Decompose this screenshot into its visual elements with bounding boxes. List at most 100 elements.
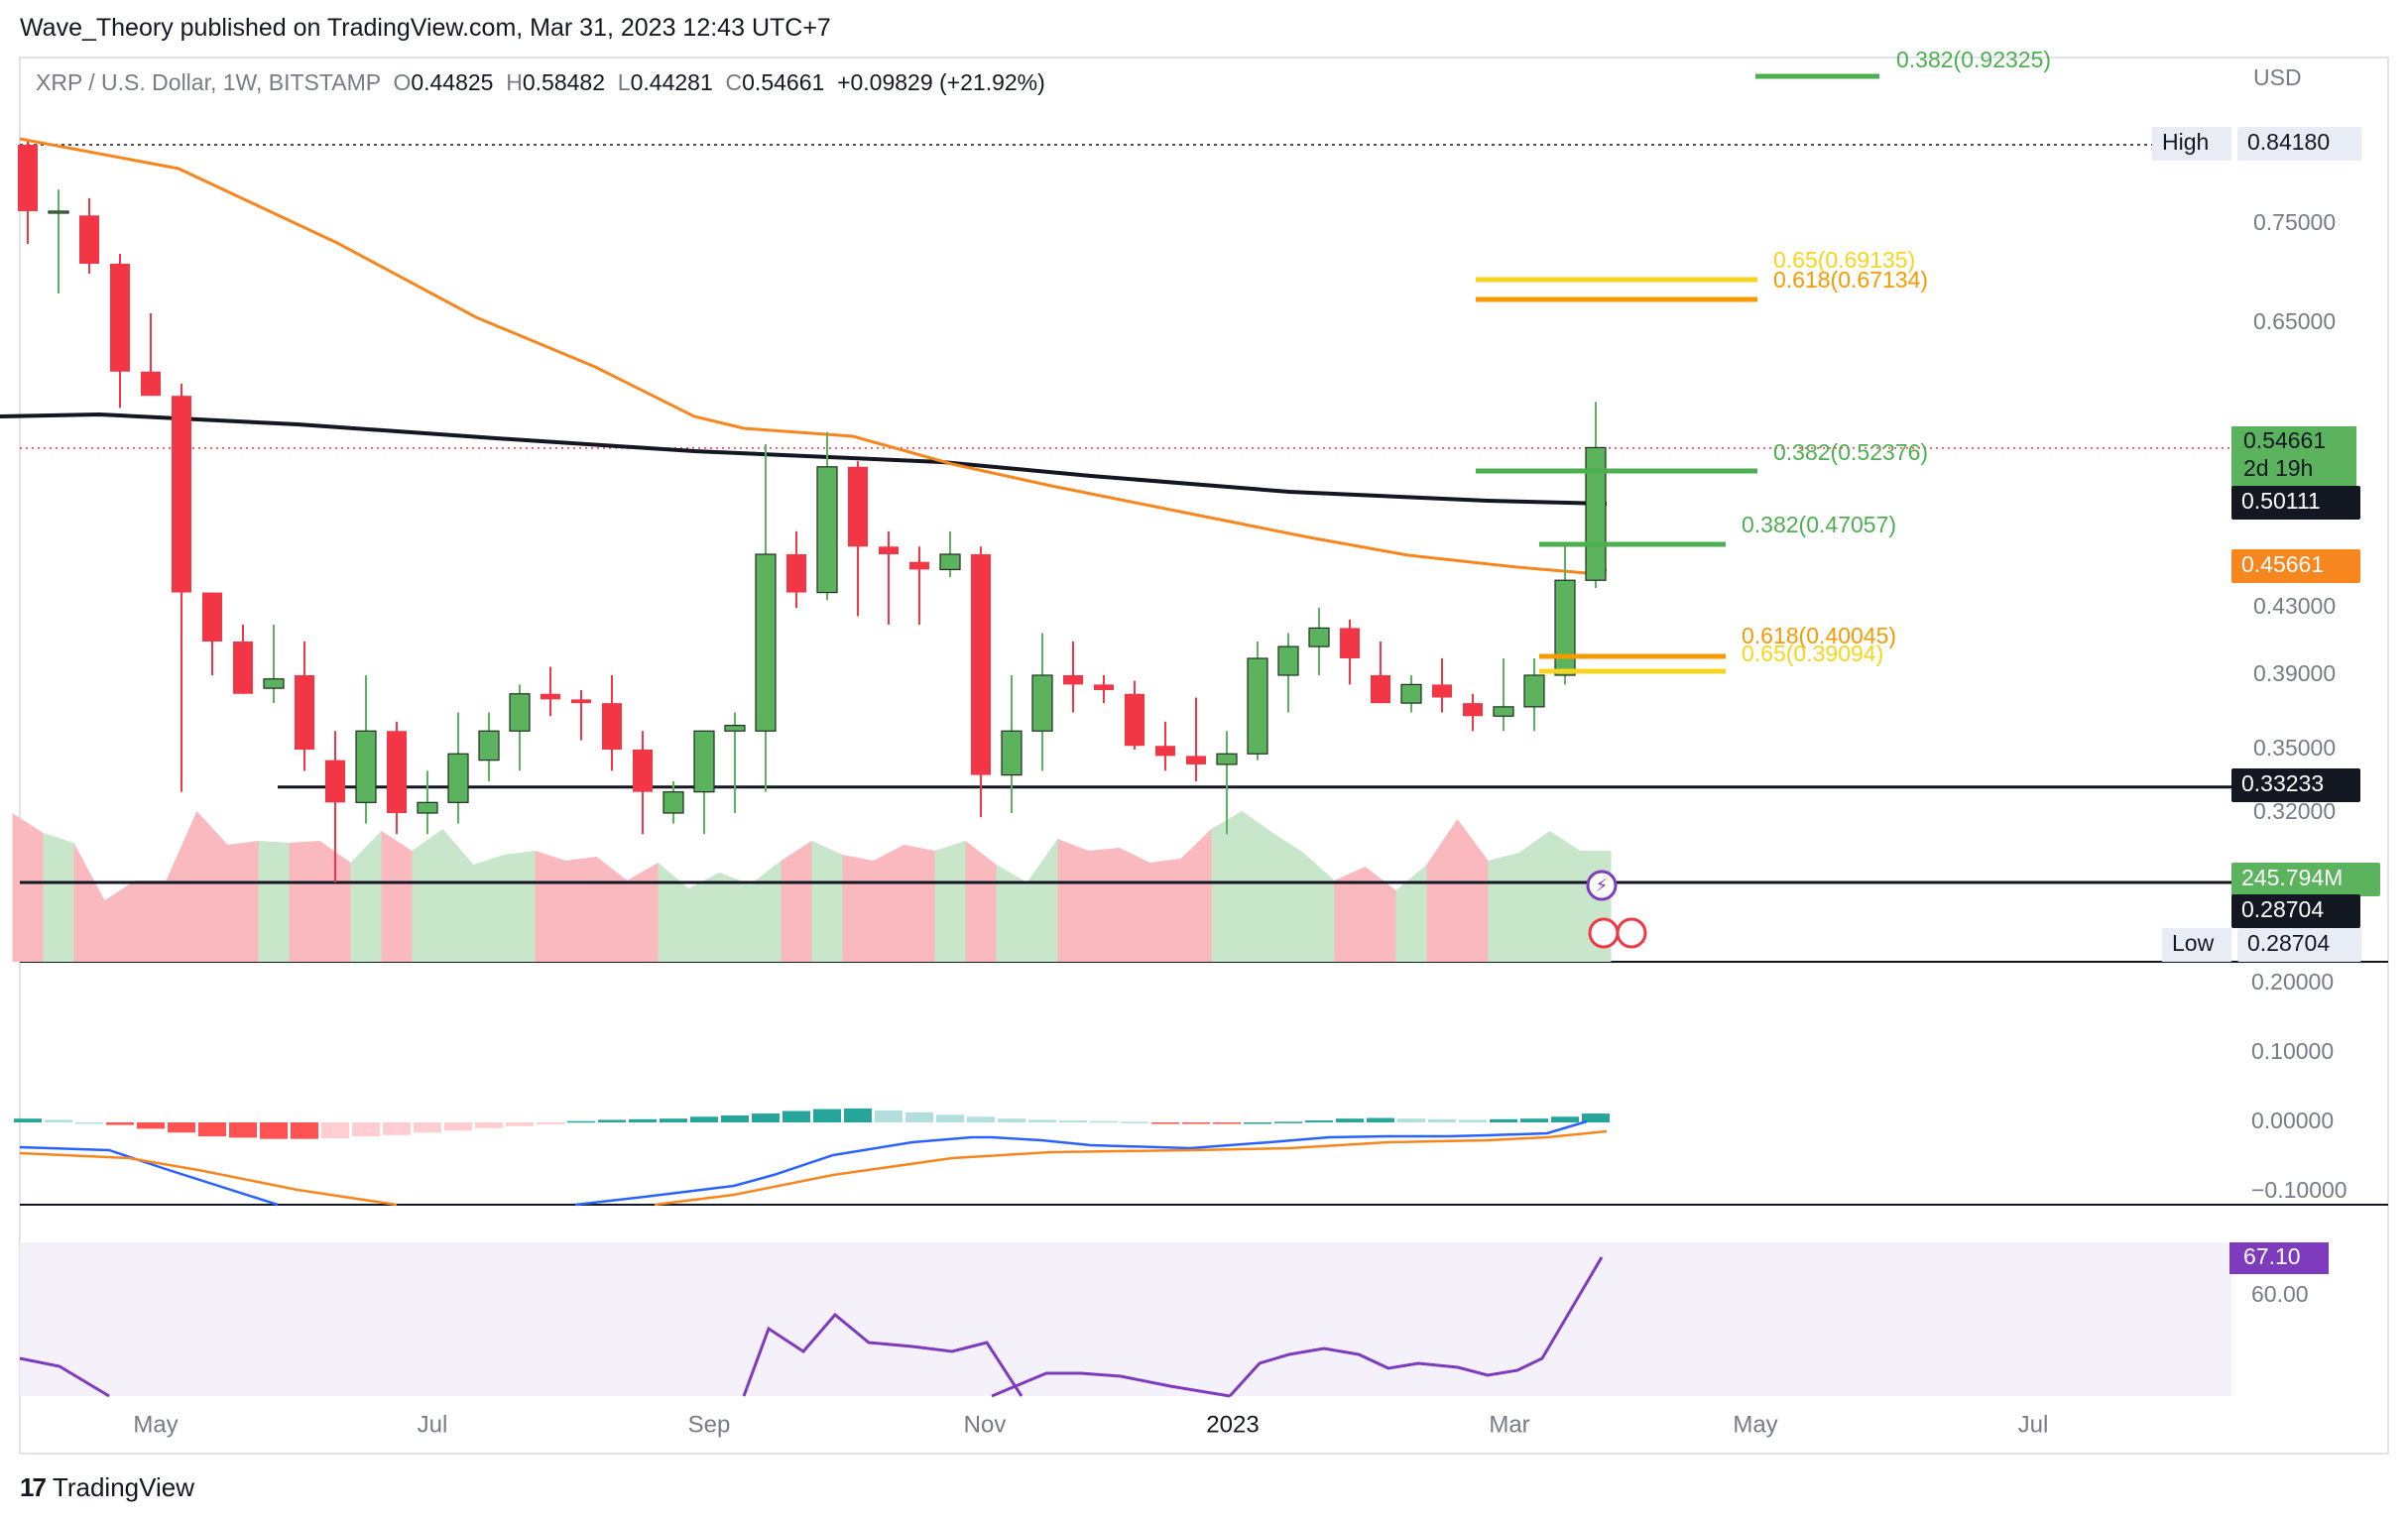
price-axis-tick: 0.35000 (2253, 735, 2336, 760)
volume-area (1149, 859, 1181, 962)
candle-body (1432, 684, 1452, 698)
volume-area (903, 845, 935, 962)
candle-body (662, 791, 684, 814)
chart-frame (19, 57, 2389, 1455)
macd-histogram-bar (506, 1122, 534, 1126)
macd-histogram-bar (567, 1120, 595, 1123)
close-value: 0.54661 (742, 69, 825, 95)
candle-body (1277, 645, 1299, 676)
lightning-icon (1586, 870, 1618, 901)
volume-area (1088, 848, 1120, 962)
candle-body (724, 725, 746, 732)
candle-body (1216, 753, 1238, 765)
volume-area (135, 880, 167, 962)
macd-histogram-bar (752, 1113, 780, 1122)
fib-level-label: 0.382(0.47057) (1742, 512, 1896, 537)
time-axis-label: Sep (688, 1411, 731, 1438)
candle-body (1001, 730, 1023, 776)
candle-body (1493, 706, 1514, 717)
time-axis-label: Mar (1489, 1411, 1529, 1438)
macd-histogram-bar (106, 1122, 134, 1125)
volume-area (258, 841, 290, 962)
volume-area (781, 841, 812, 962)
open-value: 0.44825 (411, 69, 494, 95)
candle-body (633, 750, 653, 792)
last-price-tag-bg (2231, 426, 2356, 488)
macd-line (574, 1119, 1588, 1207)
candle-body (110, 264, 130, 372)
time-axis-label: Jul (2018, 1411, 2049, 1438)
volume-area (1365, 867, 1396, 962)
fib-level-label: 0.618(0.67134) (1773, 267, 1928, 292)
macd-histogram-bar (1336, 1118, 1364, 1122)
fib-level-label: 0.65(0.39094) (1742, 641, 1883, 666)
sma-value-tag: 0.50111 (2241, 488, 2321, 514)
high-value: 0.58482 (522, 69, 606, 95)
candle-body (387, 731, 407, 813)
time-axis-label: Nov (964, 1411, 1007, 1438)
candle-body (1094, 684, 1114, 690)
rsi-band (20, 1242, 2231, 1396)
volume-area (1026, 839, 1058, 962)
volume-area (565, 857, 597, 962)
volume-area (535, 851, 566, 962)
macd-histogram-bar (137, 1122, 165, 1129)
candle-body (1031, 674, 1053, 732)
fib-level-label: 0.618(0.40045) (1742, 623, 1896, 648)
volume-area (442, 829, 474, 962)
candle-body (1463, 703, 1483, 717)
fib-level-label: 0.65(0.69135) (1773, 247, 1915, 273)
macd-histogram-bar (783, 1111, 810, 1122)
macd-histogram-bar (1213, 1122, 1241, 1124)
candle-body (1523, 674, 1545, 708)
fib-level-label: 0.382(0.52376) (1773, 439, 1928, 465)
volume-area (1057, 839, 1089, 962)
rsi-line (19, 1356, 110, 1398)
macd-histogram-bar (1305, 1120, 1333, 1122)
sma-line (0, 411, 1608, 506)
volume-area (166, 811, 197, 962)
volume-area (12, 813, 44, 962)
low-value-tag-bg (2237, 928, 2361, 962)
candle-body (786, 554, 806, 593)
macd-histogram-bar (1367, 1117, 1394, 1122)
macd-axis-tick: 0.00000 (2251, 1108, 2334, 1133)
volume-area (719, 873, 751, 962)
volume-area (196, 811, 228, 962)
publish-caption: Wave_Theory published on TradingView.com… (20, 14, 831, 42)
rsi-line (991, 1371, 1231, 1398)
rsi-line (1228, 1256, 1604, 1398)
macd-histogram-bar (1090, 1120, 1118, 1123)
candle-body (1308, 627, 1330, 647)
candle-body (1400, 683, 1422, 704)
ema-line (19, 137, 1608, 575)
candle-body (1585, 446, 1607, 581)
candle-body (1340, 628, 1360, 658)
candle-body (1125, 693, 1144, 747)
volume-area (1518, 831, 1550, 962)
fib-level-label: 0.382(0.92325) (1896, 47, 2051, 72)
low-label: Low (2172, 930, 2215, 956)
volume-area (627, 863, 659, 962)
macd-histogram-bar (475, 1122, 503, 1128)
low-value: 0.44281 (630, 69, 713, 95)
macd-axis-tick: −0.10000 (2251, 1177, 2348, 1203)
candle-body (571, 699, 591, 704)
macd-histogram-bar (1459, 1119, 1487, 1122)
volume-area (412, 829, 443, 962)
volume-area (965, 841, 997, 962)
macd-histogram-bar (45, 1119, 72, 1122)
volume-area (1488, 853, 1519, 962)
candle-body (79, 215, 99, 264)
volume-area (350, 831, 382, 962)
macd-histogram-bar (1397, 1118, 1425, 1122)
volume-area (873, 845, 904, 962)
volume-value-tag: 245.794M (2241, 865, 2343, 890)
price-axis-tick: 0.32000 (2253, 798, 2336, 824)
volume-area (473, 855, 505, 962)
candle-body (1155, 746, 1175, 757)
candle-body (478, 730, 500, 761)
candle-body (1371, 675, 1390, 704)
volume-area (1549, 831, 1581, 962)
